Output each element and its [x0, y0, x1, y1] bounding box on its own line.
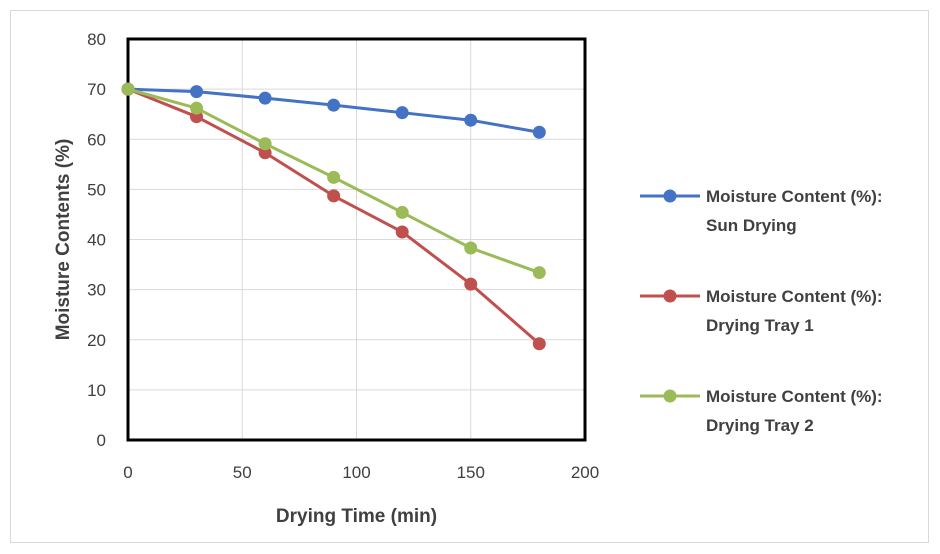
data-point — [258, 91, 272, 105]
tick-labels: 0 10 20 30 40 50 60 70 80 0 50 100 150 200 — [87, 30, 599, 482]
legend-marker — [663, 289, 677, 303]
legend-marker — [663, 389, 677, 403]
y-tick-label: 10 — [87, 381, 106, 400]
x-axis-title: Drying Time (min) — [276, 506, 437, 527]
y-tick-label: 0 — [97, 431, 106, 450]
legend-label: Moisture Content (%): — [706, 187, 883, 206]
data-point — [327, 98, 341, 112]
data-point — [327, 189, 341, 203]
x-tick-label: 50 — [233, 463, 252, 482]
legend-label: Moisture Content (%): — [706, 287, 883, 306]
data-point — [258, 137, 272, 151]
data-point — [395, 225, 409, 239]
data-point — [258, 146, 272, 160]
data-point — [464, 113, 478, 127]
x-tick-label: 200 — [571, 463, 599, 482]
x-tick-label: 0 — [123, 463, 132, 482]
y-tick-label: 40 — [87, 231, 106, 250]
legend-label: Drying Tray 1 — [706, 316, 814, 335]
x-tick-label: 100 — [342, 463, 370, 482]
series-lines — [121, 82, 546, 351]
data-point — [121, 82, 135, 96]
legend-marker — [663, 189, 677, 203]
data-point — [532, 266, 546, 280]
legend-item: Moisture Content (%): Drying Tray 1 — [640, 287, 883, 335]
y-tick-label: 60 — [87, 130, 106, 149]
data-point — [464, 277, 478, 291]
data-point — [532, 337, 546, 351]
y-tick-label: 70 — [87, 80, 106, 99]
data-point — [190, 101, 204, 115]
legend-item: Moisture Content (%): Sun Drying — [640, 187, 883, 235]
y-axis-title: Moisture Contents (%) — [53, 139, 74, 341]
legend: Moisture Content (%):Sun DryingMoisture … — [640, 187, 883, 435]
legend-label: Sun Drying — [706, 216, 797, 235]
data-point — [532, 125, 546, 139]
grid-lines — [127, 38, 586, 441]
series-3 — [121, 82, 546, 280]
data-point — [190, 85, 204, 99]
legend-item: Moisture Content (%): Drying Tray 2 — [640, 387, 883, 435]
plot-area-border — [126, 37, 587, 442]
x-tick-label: 150 — [457, 463, 485, 482]
y-tick-label: 20 — [87, 331, 106, 350]
series-line — [127, 87, 541, 345]
legend-label: Drying Tray 2 — [706, 416, 814, 435]
y-tick-label: 50 — [87, 180, 106, 199]
series-1 — [121, 82, 546, 139]
data-point — [395, 106, 409, 120]
y-tick-label: 80 — [87, 30, 106, 49]
y-tick-label: 30 — [87, 281, 106, 300]
data-point — [327, 170, 341, 184]
data-point — [395, 205, 409, 219]
legend-label: Moisture Content (%): — [706, 387, 883, 406]
data-point — [464, 241, 478, 255]
